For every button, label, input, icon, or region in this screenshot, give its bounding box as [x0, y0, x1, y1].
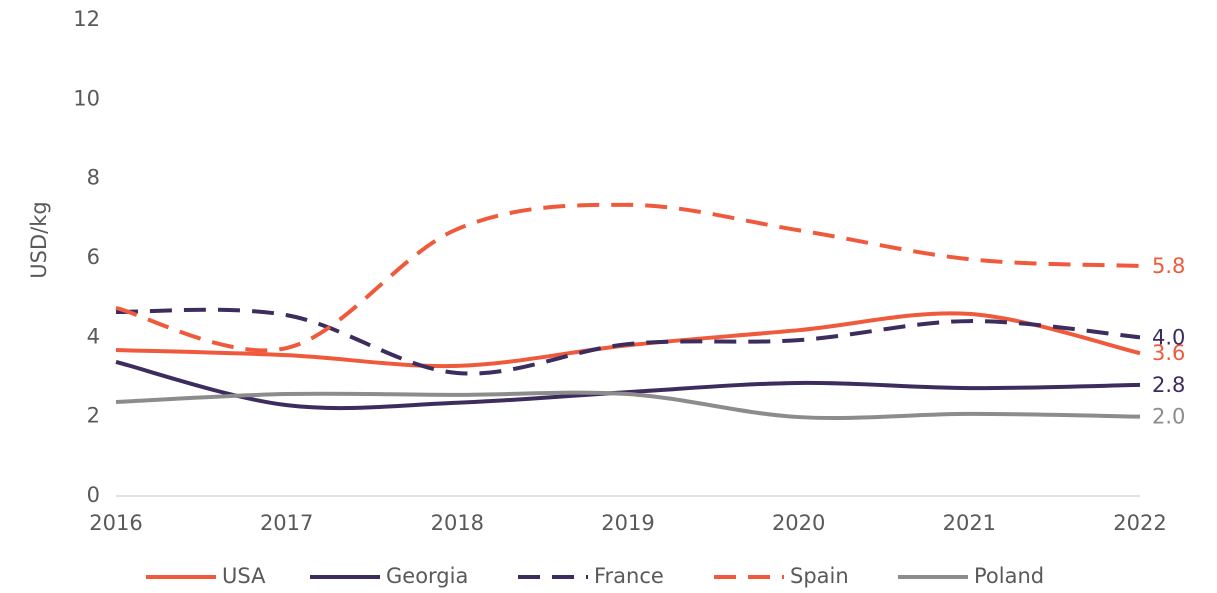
data-label: 5.8: [1152, 254, 1185, 278]
legend-label: USA: [222, 564, 266, 588]
legend-label: Poland: [974, 564, 1044, 588]
y-tick-label: 4: [87, 324, 100, 348]
data-label: 4.0: [1152, 325, 1185, 349]
line-series: [115, 390, 1141, 421]
x-tick-label: 2018: [431, 511, 484, 535]
y-tick-label: 12: [73, 7, 100, 31]
line-series: [115, 359, 1141, 411]
data-label: 2.8: [1152, 373, 1185, 397]
x-tick-label: 2021: [943, 511, 996, 535]
y-tick-label: 6: [87, 245, 100, 269]
data-label: 3.6: [1152, 341, 1185, 365]
line-series: [115, 307, 1141, 376]
y-tick-label: 10: [73, 86, 100, 110]
x-tick-label: 2016: [89, 511, 142, 535]
y-tick-label: 8: [87, 166, 100, 190]
data-label: 2.0: [1152, 405, 1185, 429]
y-tick-label: 2: [87, 404, 100, 428]
x-tick-label: 2020: [772, 511, 825, 535]
legend-label: Spain: [790, 564, 849, 588]
y-tick-label: 0: [87, 483, 100, 507]
legend-label: Georgia: [386, 564, 468, 588]
x-tick-label: 2017: [260, 511, 313, 535]
y-axis-label: USD/kg: [27, 201, 51, 278]
x-tick-label: 2022: [1113, 511, 1166, 535]
x-tick-label: 2019: [601, 511, 654, 535]
line-series: [115, 202, 1141, 353]
legend-label: France: [594, 564, 664, 588]
